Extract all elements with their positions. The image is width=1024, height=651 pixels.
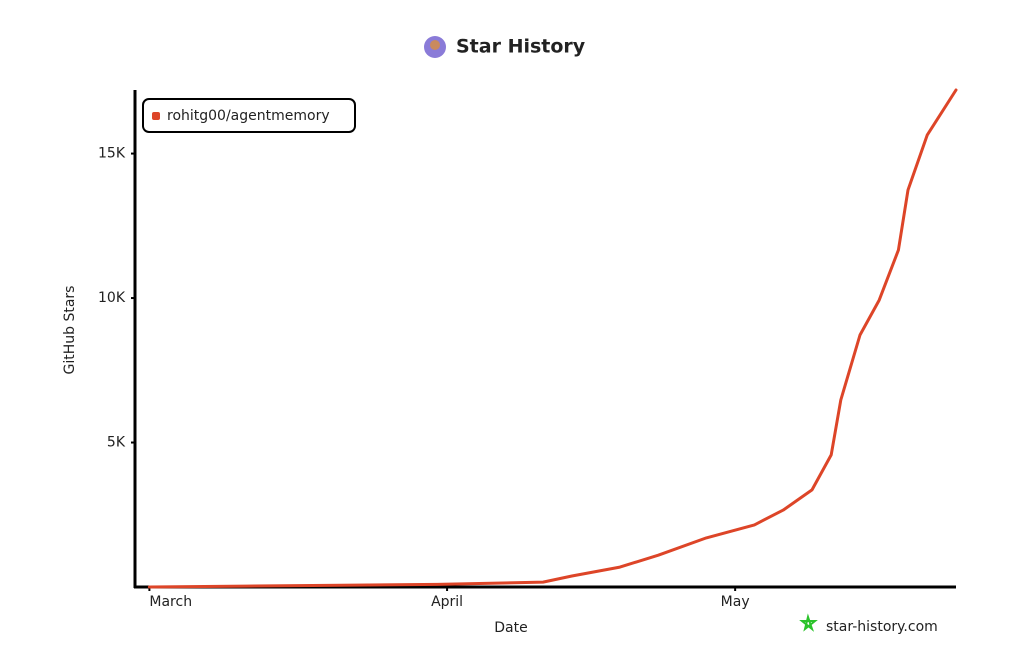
x-tick-label: March [149, 594, 192, 610]
legend-label: rohitg00/agentmemory [167, 108, 330, 124]
watermark-icon [799, 613, 818, 632]
x-tick-label: April [431, 594, 463, 610]
x-axis-label: Date [494, 620, 527, 636]
y-tick-label: 5K [107, 435, 126, 451]
x-tick-label: May [721, 594, 750, 610]
y-axis-label: GitHub Stars [62, 286, 78, 375]
chart-title: Star History [456, 36, 586, 58]
watermark-text: star-history.com [826, 619, 938, 635]
avatar-face [430, 40, 440, 50]
legend-box [142, 98, 356, 133]
y-tick-label: 10K [98, 290, 126, 306]
watermark: star-history.com [799, 613, 938, 635]
series-line [147, 88, 958, 589]
legend-swatch [152, 112, 160, 120]
y-tick-label: 15K [98, 146, 126, 162]
